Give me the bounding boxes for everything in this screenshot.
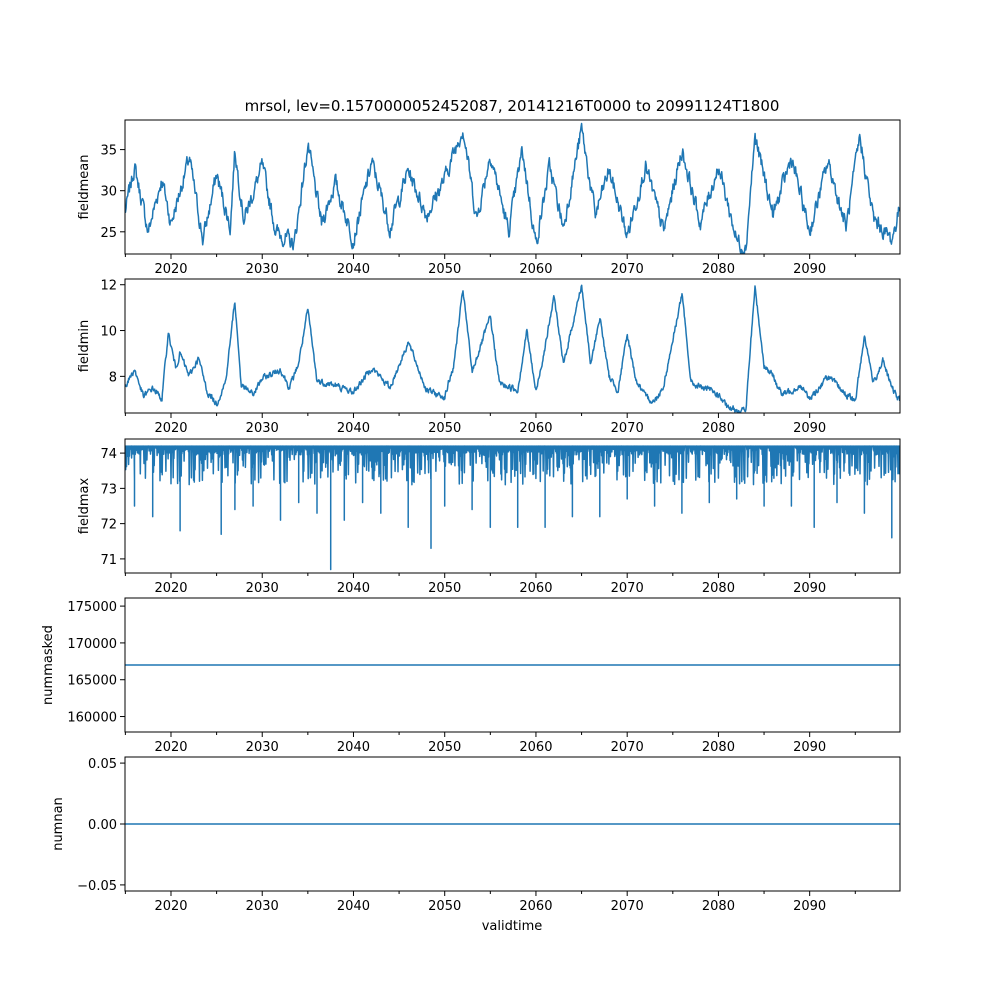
x-tick-label-numnan: 2060 [519,899,552,914]
axes-frame-fieldmin [124,278,901,414]
x-tick-label-fieldmin: 2060 [519,421,552,436]
x-tick-label-fieldmax: 2020 [154,581,187,596]
x-tick-label-fieldmean: 2020 [154,262,187,277]
y-tick-label-fieldmean: 35 [100,144,117,159]
y-tick-label-fieldmax: 72 [100,518,117,533]
x-tick-label-fieldmax: 2030 [246,581,279,596]
x-tick-label-fieldmin: 2090 [793,421,826,436]
x-tick-label-nummasked: 2060 [519,740,552,755]
y-tick-label-nummasked: 170000 [67,637,117,652]
y-axis-label-fieldmax: fieldmax [77,478,92,535]
x-tick-label-fieldmean: 2050 [428,262,461,277]
x-tick-label-fieldmean: 2080 [702,262,735,277]
x-tick-label-numnan: 2070 [611,899,644,914]
chart-title: mrsol, lev=0.1570000052452087, 20141216T… [245,97,780,115]
panel-fieldmax: 2020 2030 2040 2050 2060 2070 2080 2090 71 72 73 74… [77,438,901,596]
y-axis-label-fieldmin: fieldmin [77,320,92,373]
x-tick-label-fieldmean: 2030 [246,262,279,277]
axes-frame-fieldmax [124,438,901,574]
x-tick-label-fieldmean: 2040 [337,262,370,277]
x-tick-label-fieldmax: 2090 [793,581,826,596]
y-tick-label-fieldmin: 8 [109,370,117,385]
y-tick-label-fieldmax: 71 [100,553,117,568]
x-tick-label-nummasked: 2070 [611,740,644,755]
panels: 2020 2030 2040 2050 2060 2070 2080 2090 25 30 35 fi… [41,119,901,914]
y-tick-label-nummasked: 175000 [67,600,117,615]
x-axis-label: validtime [482,919,543,934]
x-tick-label-nummasked: 2080 [702,740,735,755]
x-tick-label-fieldmean: 2070 [611,262,644,277]
y-axis-label-nummasked: nummasked [41,625,56,705]
x-tick-label-fieldmax: 2060 [519,581,552,596]
x-tick-label-fieldmin: 2040 [337,421,370,436]
x-tick-label-nummasked: 2040 [337,740,370,755]
x-tick-label-fieldmax: 2070 [611,581,644,596]
x-tick-label-fieldmin: 2070 [611,421,644,436]
y-tick-label-fieldmax: 73 [100,482,117,497]
x-tick-label-numnan: 2080 [702,899,735,914]
y-tick-label-fieldmean: 30 [100,185,117,200]
y-tick-label-fieldmean: 25 [100,226,117,241]
series-line-fieldmin [125,284,900,413]
y-tick-label-fieldmin: 12 [100,279,117,294]
x-tick-label-nummasked: 2030 [246,740,279,755]
y-tick-label-fieldmin: 10 [100,325,117,340]
panel-nummasked: 2020 2030 2040 2050 2060 2070 2080 2090 160000 16… [41,597,901,755]
x-tick-label-fieldmax: 2050 [428,581,461,596]
series-line-fieldmean [125,122,900,254]
y-axis-label-fieldmean: fieldmean [77,155,92,220]
axes-frame-fieldmean [124,119,901,255]
axes-frame-nummasked [124,597,901,733]
x-tick-label-fieldmin: 2030 [246,421,279,436]
series-line-fieldmax [125,445,900,571]
y-tick-label-numnan: −0.05 [77,879,117,894]
x-tick-label-numnan: 2030 [246,899,279,914]
x-tick-label-numnan: 2040 [337,899,370,914]
x-tick-label-nummasked: 2020 [154,740,187,755]
x-tick-label-fieldmean: 2090 [793,262,826,277]
y-tick-label-nummasked: 160000 [67,711,117,726]
y-axis-label-numnan: numnan [51,797,66,851]
panel-fieldmin: 2020 2030 2040 2050 2060 2070 2080 2090 8 10 12 fie… [77,278,901,436]
y-tick-label-numnan: 0.05 [88,757,117,772]
y-tick-label-numnan: 0.00 [88,818,117,833]
x-tick-label-numnan: 2050 [428,899,461,914]
x-tick-label-numnan: 2020 [154,899,187,914]
x-tick-label-fieldmin: 2050 [428,421,461,436]
x-tick-label-fieldmax: 2080 [702,581,735,596]
x-tick-label-fieldmax: 2040 [337,581,370,596]
x-tick-label-nummasked: 2090 [793,740,826,755]
x-tick-label-fieldmean: 2060 [519,262,552,277]
y-tick-label-nummasked: 165000 [67,674,117,689]
panel-fieldmean: 2020 2030 2040 2050 2060 2070 2080 2090 25 30 35 fi… [77,119,901,277]
y-tick-label-fieldmax: 74 [100,447,117,462]
x-tick-label-fieldmin: 2020 [154,421,187,436]
panel-numnan: 2020 2030 2040 2050 2060 2070 2080 2090 −0.05 0.0… [51,756,901,914]
x-tick-label-fieldmin: 2080 [702,421,735,436]
x-tick-label-nummasked: 2050 [428,740,461,755]
x-tick-label-numnan: 2090 [793,899,826,914]
